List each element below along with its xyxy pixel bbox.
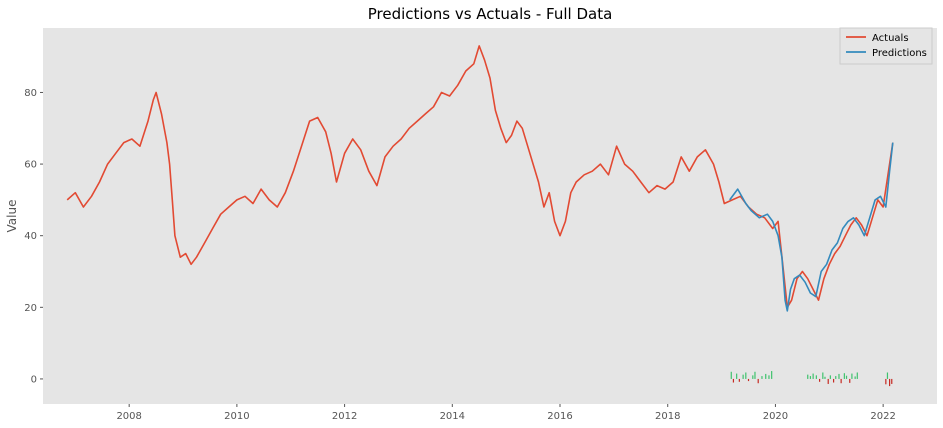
residual-bar — [752, 375, 754, 379]
residual-bar — [840, 378, 842, 384]
x-tick-label: 2020 — [763, 411, 788, 422]
residual-bar — [761, 376, 763, 379]
residual-bar — [832, 378, 835, 383]
x-tick-label: 2008 — [116, 411, 141, 422]
residual-bar — [742, 374, 744, 379]
residual-bar — [732, 378, 735, 383]
chart-title: Predictions vs Actuals - Full Data — [368, 5, 613, 23]
legend: Actuals Predictions — [839, 27, 933, 65]
residual-bar — [827, 378, 829, 384]
residual-bar — [738, 378, 740, 382]
residual-bar — [885, 378, 887, 385]
y-tick-label: 60 — [24, 160, 37, 171]
residual-bar — [829, 375, 831, 379]
legend-label-predictions: Predictions — [872, 48, 927, 59]
residual-bar — [807, 374, 809, 379]
plot-area — [43, 28, 937, 404]
series-lines — [66, 45, 894, 312]
residual-bar — [754, 371, 756, 379]
residual-bar — [809, 376, 812, 379]
residual-bar — [745, 372, 747, 379]
residual-bar — [854, 376, 856, 379]
residual-bar — [771, 371, 773, 379]
series-line-actuals — [66, 45, 894, 309]
legend-box — [839, 27, 933, 65]
residual-bar — [812, 373, 814, 379]
y-tick-label: 20 — [24, 303, 37, 314]
x-tick-label: 2016 — [547, 411, 572, 422]
legend-label-actuals: Actuals — [872, 33, 909, 44]
residual-bar — [757, 378, 759, 384]
residual-bar — [747, 378, 750, 382]
x-tick-label: 2010 — [224, 411, 249, 422]
residual-bar — [886, 372, 889, 379]
x-tick-label: 2012 — [332, 411, 357, 422]
residual-bar — [851, 373, 853, 379]
residual-bar — [891, 378, 893, 384]
residual-bar — [889, 378, 891, 387]
y-axis: 0 20 40 60 80 — [24, 88, 43, 385]
x-tick-label: 2014 — [440, 411, 465, 422]
series-line-predictions — [729, 142, 894, 312]
x-axis: 2008 2010 2012 2014 2016 2018 2020 2022 — [116, 404, 896, 422]
x-tick-label: 2018 — [655, 411, 680, 422]
residual-bar — [730, 371, 732, 379]
residual-bar — [856, 372, 858, 379]
residual-bar — [765, 373, 767, 379]
residual-bar — [768, 375, 770, 379]
residual-bar — [824, 376, 826, 379]
y-axis-label: Value — [5, 200, 19, 233]
residual-bar — [835, 376, 837, 379]
residual-bars — [730, 371, 893, 387]
y-tick-label: 0 — [31, 374, 37, 385]
residual-bar — [815, 375, 817, 379]
residual-bar — [845, 375, 848, 379]
residual-bar — [822, 372, 824, 379]
residual-bar — [843, 373, 845, 379]
y-tick-label: 40 — [24, 231, 37, 242]
residual-bar — [736, 373, 738, 379]
y-tick-label: 80 — [24, 88, 37, 99]
residual-bar — [838, 373, 840, 379]
residual-bar — [849, 378, 851, 383]
x-tick-label: 2022 — [870, 411, 895, 422]
residual-bar — [818, 378, 821, 382]
